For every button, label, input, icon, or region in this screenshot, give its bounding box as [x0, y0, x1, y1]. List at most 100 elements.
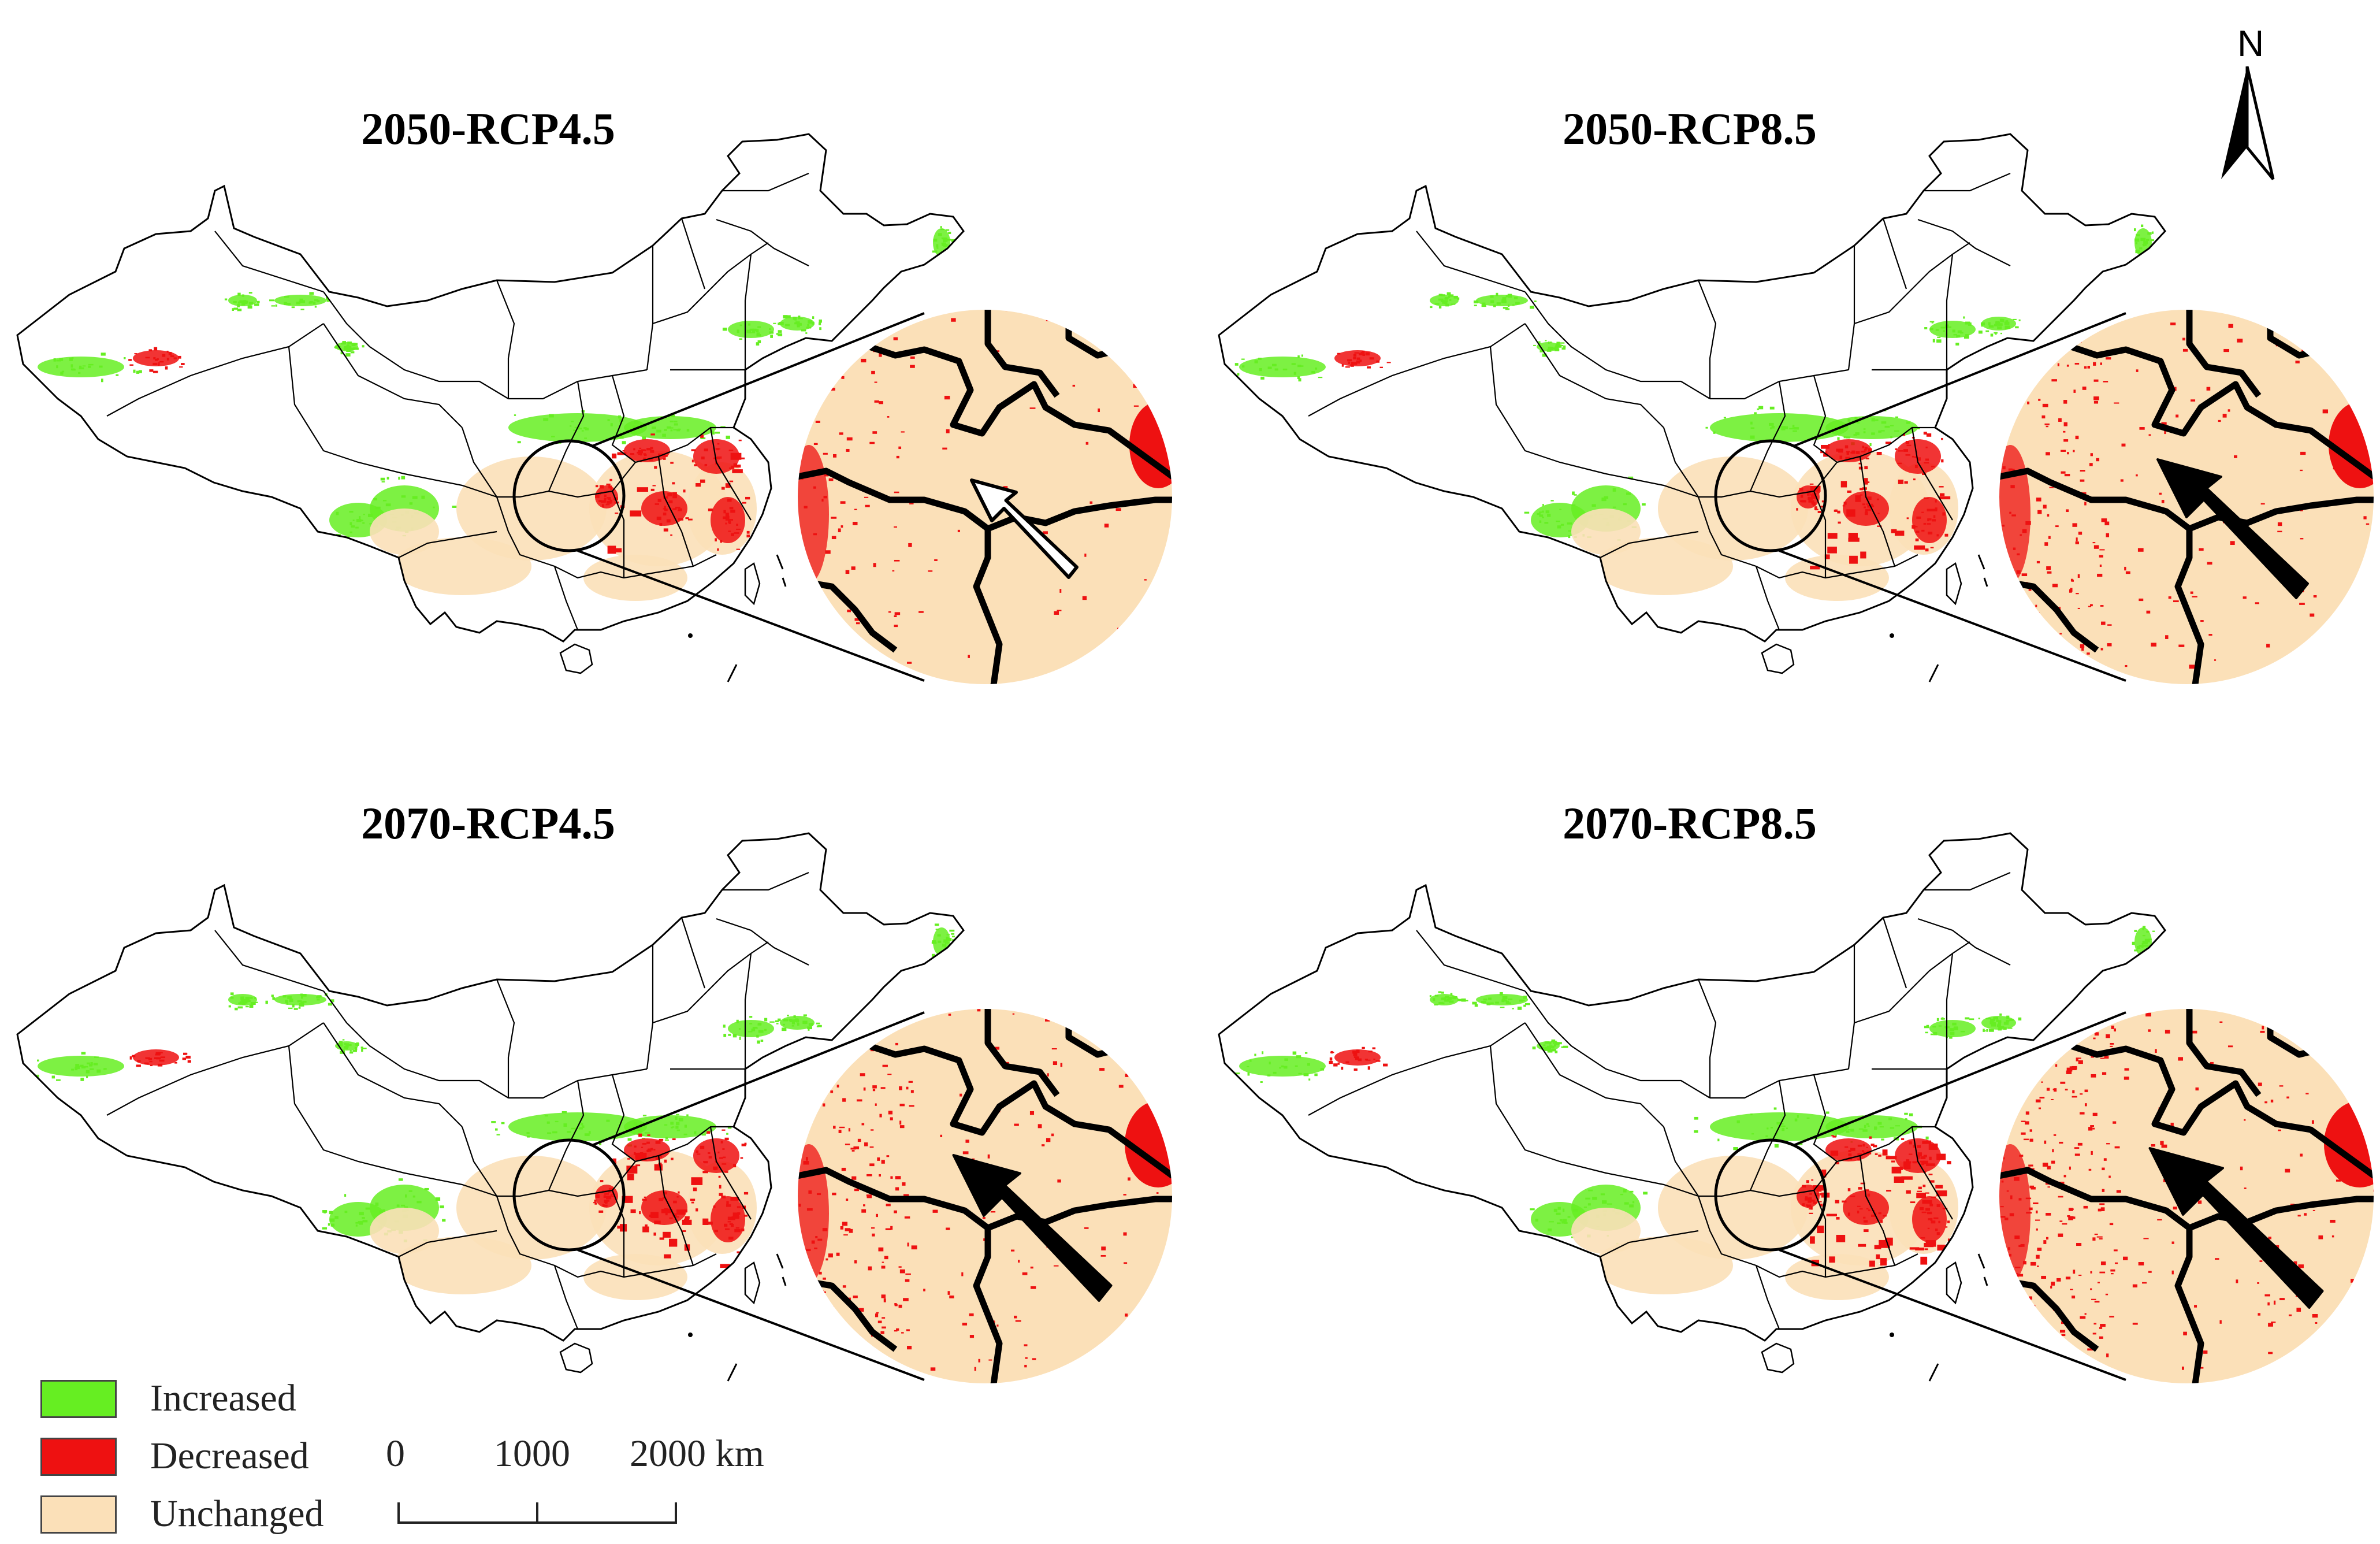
inset-decrease-dot	[2370, 652, 2374, 656]
habitat-speck	[663, 496, 668, 499]
habitat-speck	[1508, 296, 1512, 298]
habitat-speck	[1567, 522, 1572, 525]
inset-decrease-dot	[2096, 1372, 2098, 1377]
habitat-speck	[354, 1046, 358, 1051]
habitat-speck	[1337, 352, 1341, 355]
habitat-speck	[349, 531, 352, 533]
habitat-speck	[732, 1034, 737, 1038]
habitat-speck	[1949, 1036, 1953, 1039]
inset-decrease-dot	[2063, 1379, 2068, 1382]
habitat-speck	[2145, 953, 2149, 957]
decrease-cluster	[1928, 1144, 1938, 1150]
sea-mark	[1983, 577, 1988, 587]
habitat-speck	[362, 1217, 365, 1219]
habitat-speck	[239, 300, 243, 303]
habitat-speck	[549, 414, 554, 418]
habitat-speck	[1965, 321, 1970, 325]
decrease-cluster	[734, 1228, 741, 1233]
habitat-speck	[604, 1204, 608, 1207]
habitat-speck	[345, 1043, 349, 1047]
habitat-speck	[1924, 462, 1929, 464]
habitat-speck	[1901, 1138, 1905, 1140]
habitat-speck	[1556, 342, 1560, 346]
habitat-speck	[265, 1000, 268, 1004]
inset-decrease-dot	[2017, 1343, 2022, 1347]
inset-decrease-dot	[882, 1326, 886, 1329]
inset-decrease-dot	[2230, 541, 2235, 545]
inset-decrease-dot	[2315, 1322, 2318, 1324]
habitat-speck	[1991, 1022, 1996, 1024]
inset-decrease-dot	[2279, 1085, 2284, 1087]
habitat-speck	[1386, 362, 1391, 363]
habitat-speck	[145, 357, 150, 359]
habitat-speck	[133, 369, 136, 373]
habitat-speck	[1520, 1000, 1523, 1002]
habitat-speck	[691, 449, 696, 451]
zoom-connector	[1779, 1249, 2126, 1381]
habitat-speck	[654, 466, 657, 469]
habitat-speck	[1913, 526, 1918, 528]
habitat-speck	[300, 993, 303, 996]
habitat-speck	[1920, 1237, 1925, 1239]
habitat-speck	[2151, 231, 2154, 234]
habitat-speck	[948, 232, 951, 234]
inset-decrease-dot	[2012, 1339, 2016, 1342]
inset-decrease-dot	[2070, 1289, 2073, 1290]
habitat-speck	[314, 299, 319, 302]
habitat-speck	[1733, 1147, 1738, 1150]
habitat-speck	[659, 523, 663, 526]
habitat-speck	[1865, 457, 1869, 459]
habitat-speck	[1356, 360, 1360, 364]
scale-bar-line	[397, 1502, 677, 1524]
inset-decrease-dot	[2026, 1069, 2032, 1072]
habitat-speck	[356, 1042, 359, 1044]
habitat-speck	[299, 298, 303, 301]
direction-arrow	[2156, 458, 2309, 599]
habitat-speck	[237, 1006, 243, 1009]
habitat-speck	[1457, 297, 1460, 300]
decrease-cluster	[1939, 496, 1951, 500]
habitat-speck	[375, 1202, 379, 1206]
habitat-speck	[309, 292, 314, 295]
habitat-speck	[1809, 1193, 1812, 1195]
inset-decrease-dot	[894, 559, 900, 562]
habitat-speck	[1542, 510, 1544, 513]
zoom-connector	[592, 1011, 925, 1146]
habitat-speck	[1864, 506, 1866, 509]
habitat-speck	[936, 247, 939, 249]
decrease-cluster	[1906, 1190, 1911, 1194]
inset-decrease-dot	[887, 1074, 892, 1075]
inset-decrease-dot	[876, 1213, 878, 1218]
inset-decrease-dot	[871, 1227, 875, 1229]
habitat-speck	[1234, 1072, 1240, 1075]
inset-decrease-dot	[2171, 1270, 2174, 1275]
habitat-speck	[632, 425, 636, 429]
habitat-speck	[724, 1228, 730, 1230]
inset-decrease-dot	[2003, 1048, 2008, 1050]
inset-decrease-dot	[928, 570, 933, 572]
habitat-speck	[1542, 517, 1545, 518]
habitat-speck	[675, 506, 680, 509]
inset-decrease-dot	[2173, 1207, 2177, 1210]
inset-decrease-dot	[1122, 1327, 1125, 1330]
habitat-speck	[1857, 1205, 1861, 1207]
inset-decrease-dot	[2191, 399, 2196, 402]
habitat-speck	[783, 315, 788, 319]
habitat-speck	[313, 301, 316, 305]
inset-decrease-dot	[2358, 1290, 2361, 1293]
habitat-speck	[1926, 1025, 1929, 1026]
habitat-speck	[2143, 243, 2145, 247]
inset-decrease-dot	[918, 611, 924, 613]
inset-decrease-dot	[990, 1211, 996, 1213]
inset-decrease-dot	[856, 354, 861, 357]
inset-decrease-dot	[881, 1265, 886, 1269]
inset-decrease-dot	[2190, 591, 2193, 594]
habitat-speck	[1880, 430, 1885, 432]
habitat-speck	[1781, 426, 1786, 428]
habitat-speck	[717, 548, 719, 551]
habitat-speck	[1839, 455, 1843, 459]
habitat-speck	[271, 994, 274, 997]
habitat-speck	[1502, 996, 1508, 1000]
habitat-speck	[1905, 1118, 1907, 1120]
